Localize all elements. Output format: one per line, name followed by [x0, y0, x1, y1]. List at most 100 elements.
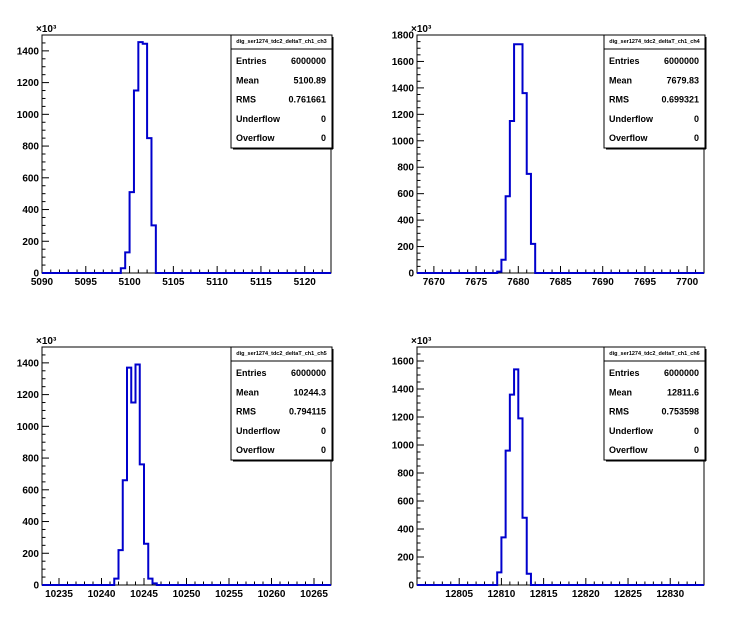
stats-box-frame — [230, 346, 333, 461]
stats-box-title: dig_ser1274_tdc2_deltaT_ch1_ch6 — [609, 351, 700, 357]
y-tick-label: 1000 — [392, 136, 415, 147]
stats-row-value: 0.753598 — [661, 407, 699, 417]
y-tick-label: 0 — [408, 269, 414, 280]
stats-box: dig_ser1274_tdc2_deltaT_ch1_ch4 Entries 60… — [603, 34, 707, 150]
x-tick-label: 10250 — [173, 589, 201, 600]
y-tick-label: 1200 — [17, 390, 40, 401]
y-tick-label: 200 — [397, 242, 414, 253]
stats-row-value: 0.699321 — [661, 95, 699, 105]
histogram-series — [417, 43, 704, 274]
histogram-series — [42, 363, 331, 586]
y-tick-label: 600 — [22, 173, 39, 184]
y-tick-label: 1000 — [17, 110, 40, 121]
stats-row-value: 6000000 — [664, 56, 699, 66]
stats-row-label: RMS — [609, 407, 629, 417]
histogram-series — [417, 368, 704, 586]
x-tick-label: 7670 — [423, 277, 446, 288]
stats-box: dig_ser1274_tdc2_deltaT_ch1_ch5 Entries 60… — [230, 346, 334, 462]
histogram-panel-1: 5090 5095 5100 5105 5110 5115 5120 0 200 400 600 80… — [17, 24, 334, 288]
stats-row-value: 6000000 — [291, 56, 326, 66]
y-tick-label: 800 — [397, 469, 414, 480]
y-exponent-label: ×10³ — [36, 24, 57, 35]
x-tick-label: 5105 — [162, 277, 185, 288]
stats-row-value: 0 — [321, 445, 326, 455]
stats-box-title: dig_ser1274_tdc2_deltaT_ch1_ch4 — [609, 39, 700, 45]
stats-row-value: 0 — [694, 133, 699, 143]
stats-row-label: Entries — [236, 56, 267, 66]
x-tick-label: 7675 — [465, 277, 488, 288]
y-tick-label: 1200 — [392, 413, 415, 424]
stats-box-frame — [603, 346, 706, 461]
y-tick-label: 1400 — [17, 46, 40, 57]
y-tick-label: 1600 — [392, 57, 415, 68]
x-tick-label: 10265 — [300, 589, 328, 600]
stats-row-label: Overflow — [236, 445, 276, 455]
stats-row-value: 7679.83 — [666, 75, 699, 85]
stats-row-label: Mean — [609, 75, 632, 85]
stats-row-value: 0 — [321, 426, 326, 436]
y-tick-label: 400 — [22, 205, 39, 216]
y-tick-label: 600 — [397, 189, 414, 200]
stats-row-label: Underflow — [609, 114, 654, 124]
y-tick-label: 600 — [397, 497, 414, 508]
stats-row-value: 10244.3 — [293, 387, 326, 397]
histogram-panel-3: 10235 10240 10245 10250 10255 10260 10265 0 200 4… — [17, 336, 334, 600]
y-tick-label: 400 — [22, 517, 39, 528]
x-tick-label: 5120 — [294, 277, 317, 288]
x-tick-label: 5115 — [250, 277, 272, 288]
y-tick-label: 1200 — [392, 110, 415, 121]
x-tick-label: 7700 — [676, 277, 699, 288]
stats-row-label: Mean — [236, 387, 259, 397]
x-tick-label: 7685 — [549, 277, 572, 288]
histogram-panel-4: 12805 12810 12815 12820 12825 12830 0 200 400 600… — [392, 336, 707, 600]
y-tick-label: 1400 — [392, 385, 415, 396]
y-tick-label: 1400 — [17, 358, 40, 369]
x-tick-label: 10260 — [258, 589, 286, 600]
stats-row-label: Overflow — [609, 133, 649, 143]
y-exponent-label: ×10³ — [36, 336, 57, 347]
stats-box-title: dig_ser1274_tdc2_deltaT_ch1_ch5 — [236, 351, 327, 357]
y-tick-label: 1000 — [17, 422, 40, 433]
y-tick-label: 800 — [397, 163, 414, 174]
y-exponent-label: ×10³ — [411, 336, 432, 347]
y-tick-label: 800 — [22, 454, 39, 465]
stats-box: dig_ser1274_tdc2_deltaT_ch1_ch6 Entries 60… — [603, 346, 707, 462]
y-tick-label: 0 — [33, 269, 39, 280]
x-tick-label: 12805 — [445, 589, 473, 600]
stats-row-label: Overflow — [609, 445, 649, 455]
stats-row-label: Underflow — [236, 114, 281, 124]
stats-row-label: RMS — [236, 407, 256, 417]
stats-row-value: 0 — [694, 445, 699, 455]
y-tick-label: 1400 — [392, 83, 415, 94]
y-exponent-label: ×10³ — [411, 24, 432, 35]
stats-row-label: Mean — [236, 75, 259, 85]
x-tick-label: 7690 — [592, 277, 615, 288]
y-tick-label: 1800 — [392, 31, 415, 42]
stats-box-frame — [603, 34, 706, 149]
y-tick-label: 0 — [408, 581, 414, 592]
stats-box-title: dig_ser1274_tdc2_deltaT_ch1_ch3 — [236, 39, 327, 45]
x-tick-label: 10240 — [88, 589, 116, 600]
stats-row-value: 0 — [694, 114, 699, 124]
x-tick-label: 5100 — [118, 277, 141, 288]
stats-row-value: 6000000 — [664, 368, 699, 378]
x-tick-label: 5110 — [206, 277, 228, 288]
x-tick-label: 7680 — [507, 277, 530, 288]
stats-row-label: Underflow — [236, 426, 281, 436]
y-tick-label: 600 — [22, 485, 39, 496]
stats-box: dig_ser1274_tdc2_deltaT_ch1_ch3 Entries 60… — [230, 34, 334, 150]
x-tick-label: 10235 — [45, 589, 73, 600]
y-tick-label: 1600 — [392, 357, 415, 368]
histogram-series — [42, 41, 331, 274]
stats-row-label: Overflow — [236, 133, 276, 143]
y-tick-label: 400 — [397, 216, 414, 227]
x-tick-label: 12820 — [572, 589, 600, 600]
x-tick-label: 7695 — [634, 277, 657, 288]
stats-row-value: 0.761661 — [288, 95, 326, 105]
stats-row-label: Entries — [236, 368, 267, 378]
y-tick-label: 200 — [22, 237, 39, 248]
y-tick-label: 1000 — [392, 441, 415, 452]
histogram-panel-2: 7670 7675 7680 7685 7690 7695 7700 0 200 400 600 80… — [392, 24, 707, 288]
stats-row-value: 0.794115 — [289, 407, 326, 417]
stats-row-label: RMS — [609, 95, 629, 105]
